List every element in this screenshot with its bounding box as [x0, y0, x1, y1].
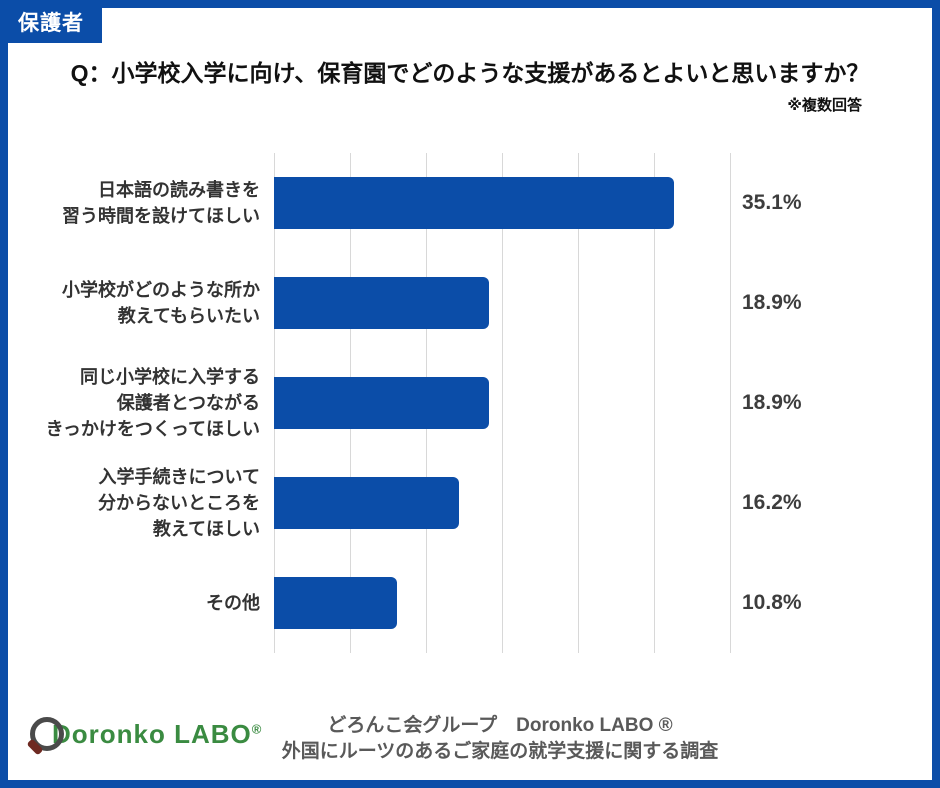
bar-track: [274, 477, 730, 529]
category-label: 小学校がどのような所か 教えてもらいたい: [62, 280, 260, 326]
value-label: 18.9%: [742, 391, 802, 414]
chart-row: 入学手続きについて 分からないところを 教えてほしい 16.2%: [8, 453, 932, 553]
value-label: 18.9%: [742, 291, 802, 314]
horizontal-bar-chart: 日本語の読み書きを 習う時間を設けてほしい 35.1% 小学校がどのような所か …: [8, 153, 932, 653]
logo-text: Doronko LABO®: [52, 718, 263, 749]
magnifier-icon: [26, 717, 64, 756]
credit-line-1: どろんこ会グループ Doronko LABO ®: [327, 715, 673, 736]
bar: [274, 277, 490, 329]
gridline: [730, 153, 731, 653]
chart-row: 日本語の読み書きを 習う時間を設けてほしい 35.1%: [8, 153, 932, 253]
value-label: 16.2%: [742, 491, 802, 514]
chart-row: 同じ小学校に入学する 保護者とつながる きっかけをつくってほしい 18.9%: [8, 353, 932, 453]
gridline: [654, 153, 655, 653]
bar: [274, 377, 490, 429]
audience-badge: 保護者: [8, 8, 102, 43]
value-label: 10.8%: [742, 591, 802, 614]
credit-line-2: 外国にルーツのあるご家庭の就学支援に関する調査: [281, 741, 719, 762]
category-label: 入学手続きについて 分からないところを 教えてほしい: [98, 467, 260, 539]
bar: [274, 177, 675, 229]
question-title: Q：小学校入学に向け、保育園でどのような支援があるとよいと思いますか？: [70, 60, 870, 86]
bar: [274, 477, 459, 529]
category-label: 日本語の読み書きを 習う時間を設けてほしい: [62, 180, 260, 226]
bar: [274, 577, 398, 629]
footer: Doronko LABO® どろんこ会グループ Doronko LABO ® 外…: [8, 705, 932, 777]
chart-rows: 日本語の読み書きを 習う時間を設けてほしい 35.1% 小学校がどのような所か …: [8, 153, 932, 653]
survey-credit: どろんこ会グループ Doronko LABO ® 外国にルーツのあるご家庭の就学…: [8, 705, 932, 765]
registered-mark: ®: [251, 720, 263, 736]
category-label: その他: [206, 593, 260, 613]
doronko-labo-logo: Doronko LABO®: [26, 717, 263, 756]
value-label: 35.1%: [742, 191, 802, 214]
bar-track: [274, 177, 730, 229]
bar-track: [274, 377, 730, 429]
gridline: [502, 153, 503, 653]
chart-row: その他 10.8%: [8, 553, 932, 653]
multiple-answer-note: ※複数回答: [787, 97, 862, 114]
chart-row: 小学校がどのような所か 教えてもらいたい 18.9%: [8, 253, 932, 353]
bar-track: [274, 277, 730, 329]
gridline: [577, 153, 579, 653]
category-label: 同じ小学校に入学する 保護者とつながる きっかけをつくってほしい: [45, 367, 260, 439]
bar-track: [274, 577, 730, 629]
